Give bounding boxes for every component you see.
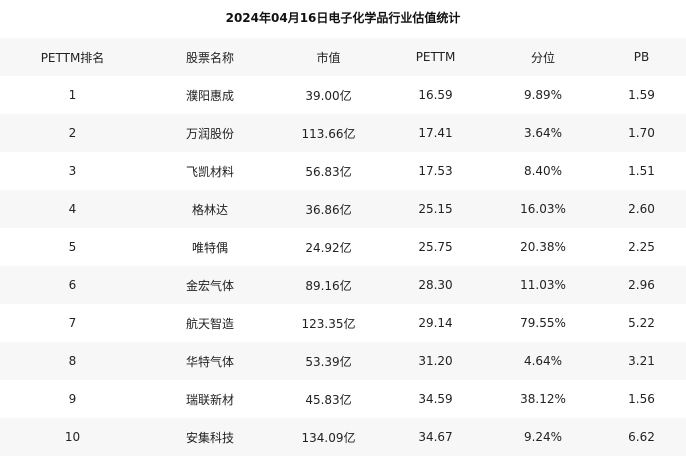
- pb-cell: 2.25: [628, 240, 655, 254]
- rank-cell: 1: [68, 88, 77, 102]
- column-header-rank: PETTM排名: [40, 50, 105, 65]
- valuation-table: PETTM排名 股票名称 市值 PETTM 分位 PB 1 濮阳惠成 39.00亿 1…: [0, 38, 686, 456]
- market-cap-cell: 39.00亿: [305, 88, 352, 103]
- table-row: 10 安集科技 134.09亿 34.67 9.24% 6.62: [0, 418, 686, 456]
- stock-name-cell: 万润股份: [185, 126, 234, 141]
- rank-cell: 6: [68, 278, 77, 292]
- percentile-cell: 20.38%: [520, 240, 566, 254]
- rank-cell: 7: [68, 316, 77, 330]
- pb-cell: 1.51: [628, 164, 655, 178]
- market-cap-cell: 134.09亿: [301, 430, 356, 445]
- percentile-cell: 9.89%: [523, 88, 563, 102]
- pb-cell: 2.60: [628, 202, 655, 216]
- table-row: 3 飞凯材料 56.83亿 17.53 8.40% 1.51: [0, 152, 686, 190]
- stock-name-cell: 唯特偶: [191, 240, 228, 255]
- rank-cell: 8: [68, 354, 77, 368]
- pb-cell: 5.22: [628, 316, 655, 330]
- pb-cell: 1.59: [628, 88, 655, 102]
- pettm-cell: 29.14: [418, 316, 453, 330]
- pettm-cell: 17.53: [418, 164, 453, 178]
- rank-cell: 5: [68, 240, 77, 254]
- pettm-cell: 31.20: [418, 354, 453, 368]
- pb-cell: 3.21: [628, 354, 655, 368]
- pettm-cell: 25.15: [418, 202, 453, 216]
- stock-name-cell: 濮阳惠成: [185, 88, 234, 103]
- table-title: 2024年04月16日电子化学品行业估值统计: [225, 11, 461, 25]
- table-row: 1 濮阳惠成 39.00亿 16.59 9.89% 1.59: [0, 76, 686, 114]
- stock-name-cell: 飞凯材料: [185, 164, 234, 179]
- pettm-cell: 17.41: [418, 126, 453, 140]
- stock-name-cell: 金宏气体: [185, 278, 234, 293]
- market-cap-cell: 123.35亿: [301, 316, 356, 331]
- rank-cell: 10: [64, 430, 81, 444]
- market-cap-cell: 56.83亿: [305, 164, 352, 179]
- percentile-cell: 8.40%: [523, 164, 563, 178]
- rank-cell: 3: [68, 164, 77, 178]
- pb-cell: 2.96: [628, 278, 655, 292]
- pettm-cell: 34.59: [418, 392, 453, 406]
- column-header-name: 股票名称: [185, 50, 234, 65]
- pettm-cell: 34.67: [418, 430, 453, 444]
- header-row: PETTM排名 股票名称 市值 PETTM 分位 PB: [0, 38, 686, 76]
- percentile-cell: 16.03%: [520, 202, 566, 216]
- rank-cell: 9: [68, 392, 77, 406]
- pettm-cell: 28.30: [418, 278, 453, 292]
- column-header-pb: PB: [633, 50, 650, 64]
- column-header-market-cap: 市值: [316, 50, 341, 65]
- percentile-cell: 9.24%: [523, 430, 563, 444]
- market-cap-cell: 45.83亿: [305, 392, 352, 407]
- percentile-cell: 79.55%: [520, 316, 566, 330]
- table-row: 9 瑞联新材 45.83亿 34.59 38.12% 1.56: [0, 380, 686, 418]
- pettm-cell: 16.59: [418, 88, 453, 102]
- pb-cell: 1.56: [628, 392, 655, 406]
- rank-cell: 4: [68, 202, 77, 216]
- rank-cell: 2: [68, 126, 77, 140]
- table-row: 7 航天智造 123.35亿 29.14 79.55% 5.22: [0, 304, 686, 342]
- market-cap-cell: 89.16亿: [305, 278, 352, 293]
- table-row: 2 万润股份 113.66亿 17.41 3.64% 1.70: [0, 114, 686, 152]
- stock-name-cell: 航天智造: [185, 316, 234, 331]
- column-header-percentile: 分位: [530, 50, 555, 65]
- stock-name-cell: 格林达: [191, 202, 228, 217]
- stock-name-cell: 安集科技: [185, 430, 234, 445]
- market-cap-cell: 24.92亿: [305, 240, 352, 255]
- table-row: 6 金宏气体 89.16亿 28.30 11.03% 2.96: [0, 266, 686, 304]
- column-header-pettm: PETTM: [415, 50, 456, 64]
- stock-name-cell: 瑞联新材: [185, 392, 234, 407]
- market-cap-cell: 36.86亿: [305, 202, 352, 217]
- pb-cell: 1.70: [628, 126, 655, 140]
- percentile-cell: 3.64%: [523, 126, 563, 140]
- table-row: 5 唯特偶 24.92亿 25.75 20.38% 2.25: [0, 228, 686, 266]
- stock-name-cell: 华特气体: [185, 354, 234, 369]
- percentile-cell: 11.03%: [520, 278, 566, 292]
- pb-cell: 6.62: [628, 430, 655, 444]
- percentile-cell: 38.12%: [520, 392, 566, 406]
- market-cap-cell: 53.39亿: [305, 354, 352, 369]
- table-row: 4 格林达 36.86亿 25.15 16.03% 2.60: [0, 190, 686, 228]
- pettm-cell: 25.75: [418, 240, 453, 254]
- market-cap-cell: 113.66亿: [301, 126, 356, 141]
- table-row: 8 华特气体 53.39亿 31.20 4.64% 3.21: [0, 342, 686, 380]
- percentile-cell: 4.64%: [523, 354, 563, 368]
